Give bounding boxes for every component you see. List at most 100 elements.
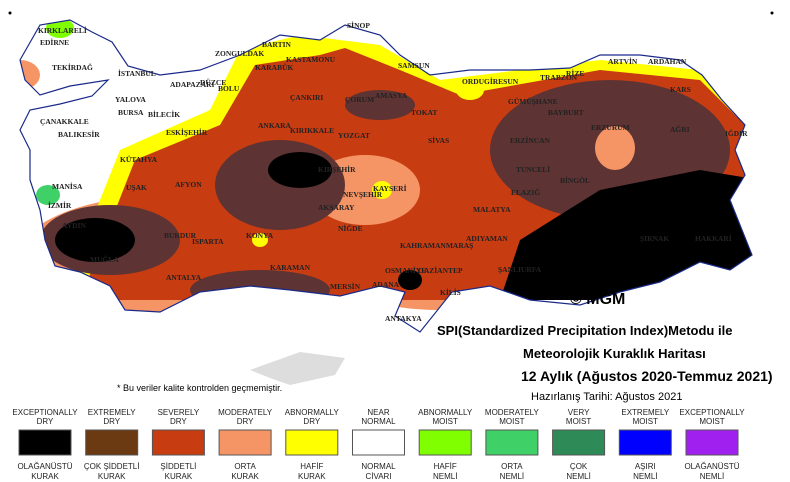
city-label: ZONGULDAK <box>215 49 264 58</box>
city-label: İZMİR <box>48 200 72 210</box>
legend-label: EXCEPTIONALLY <box>679 408 745 417</box>
city-label: ESKİŞEHİR <box>166 127 208 137</box>
city-label: ÇORUM <box>345 95 374 104</box>
city-label: KASTAMONU <box>286 55 336 64</box>
legend-label: NEMLİ <box>433 472 457 481</box>
city-label: GÜMÜŞHANE <box>508 97 558 106</box>
city-label: KIRIKKALE <box>290 126 334 135</box>
legend-label: KURAK <box>231 472 259 481</box>
legend-label: NORMAL <box>361 462 396 471</box>
legend-label: EXCEPTIONALLY <box>12 408 78 417</box>
city-label: KONYA <box>246 231 274 240</box>
city-labels: KIRKLARELİ EDİRNE TEKİRDAĞ İSTANBUL ÇANAKKAL… <box>38 20 748 323</box>
city-label: ŞANLIURFA <box>498 265 542 274</box>
legend-label: NEMLİ <box>500 472 524 481</box>
title-line: Meteorolojik Kuraklık Haritası <box>523 346 706 361</box>
legend-label: MOIST <box>633 417 658 426</box>
city-label: ANTALYA <box>166 273 202 282</box>
city-label: GİRESUN <box>484 76 519 86</box>
legend-label: ORTA <box>501 462 523 471</box>
drought-map <box>20 20 752 315</box>
legend-label: MOIST <box>499 417 524 426</box>
legend-label: NEMLİ <box>633 472 657 481</box>
legend-label: AŞIRI <box>635 462 656 471</box>
city-label: BİLECİK <box>148 109 180 119</box>
legend-label: ABNORMALLY <box>285 408 340 417</box>
city-label: KÜTAHYA <box>120 155 158 164</box>
legend-label: DRY <box>303 417 320 426</box>
legend-label: HAFİF <box>300 462 323 471</box>
legend-label: SEVERELY <box>158 408 200 417</box>
date: Hazırlanış Tarihi: Ağustos 2021 <box>531 391 682 403</box>
city-label: İSTANBUL <box>118 68 156 78</box>
legend-swatch <box>618 429 672 456</box>
city-label: ADIYAMAN <box>466 234 508 243</box>
city-label: IĞDIR <box>725 128 748 138</box>
legend-label: HAFİF <box>434 462 457 471</box>
copyright: © MGM <box>570 291 625 308</box>
legend-label: DRY <box>103 417 120 426</box>
city-label: ERZURUM <box>591 123 630 132</box>
legend-label: MOIST <box>433 417 458 426</box>
legend-label: NEMLİ <box>566 472 590 481</box>
legend-label: ÇOK ŞİDDETLİ <box>84 462 140 471</box>
legend-label: ŞİDDETLİ <box>160 462 196 471</box>
city-label: KAYSERİ <box>373 183 407 193</box>
legend-label: ÇOK <box>570 462 588 471</box>
city-label: OSMANİYE <box>385 265 426 275</box>
city-label: MALATYA <box>473 205 511 214</box>
city-label: ARDAHAN <box>648 57 687 66</box>
legend-swatch <box>418 429 472 456</box>
legend-label: OLAĞANÜSTÜ <box>17 462 72 471</box>
city-label: SİVAS <box>428 135 449 145</box>
city-label: TUNCELİ <box>516 164 550 174</box>
city-label: AFYON <box>175 180 202 189</box>
legend-label: KURAK <box>298 472 326 481</box>
legend-swatch <box>352 429 405 456</box>
city-label: ANTAKYA <box>385 314 422 323</box>
city-label: KIRKLARELİ <box>38 25 87 35</box>
city-label: MUĞLA <box>90 254 119 264</box>
city-label: TEKİRDAĞ <box>52 62 93 72</box>
legend-label: DRY <box>170 417 187 426</box>
legend-label: CİVARI <box>365 472 391 481</box>
legend-swatch <box>85 429 139 456</box>
city-label: BARTIN <box>262 40 291 49</box>
city-label: AYDIN <box>62 221 86 230</box>
city-label: RİZE <box>566 68 584 78</box>
legend-label: MODERATELY <box>485 408 540 417</box>
city-label: TOKAT <box>411 108 437 117</box>
city-label: BİNGÖL <box>560 175 590 185</box>
legend-swatch <box>685 429 739 456</box>
city-label: KIRŞEHİR <box>318 164 356 174</box>
city-label: YOZGAT <box>338 131 370 140</box>
title-line: SPI(Standardized Precipitation Index)Met… <box>437 323 732 338</box>
city-label: BURDUR <box>164 231 197 240</box>
legend-swatch <box>151 429 205 456</box>
city-label: AKSARAY <box>318 203 355 212</box>
city-label: TRABZON <box>540 73 578 82</box>
city-label: ADANA <box>372 280 400 289</box>
legend-swatch <box>285 429 339 456</box>
legend-label: NEAR <box>367 408 389 417</box>
legend-label: EXTREMELY <box>88 408 137 417</box>
city-label: UŞAK <box>126 183 147 192</box>
city-label: ÇANAKKALE <box>40 117 89 126</box>
legend-label: DRY <box>37 417 54 426</box>
note: * Bu veriler kalite kontrolden geçmemişt… <box>117 383 282 393</box>
legend-swatch <box>552 429 606 456</box>
city-label: KARABÜK <box>255 63 294 72</box>
legend-label: VERY <box>568 408 590 417</box>
legend-label: OLAĞANÜSTÜ <box>684 462 739 471</box>
legend-swatch <box>218 429 272 456</box>
city-label: SİNOP <box>347 20 370 30</box>
city-label: ŞIRNAK <box>640 234 669 243</box>
city-label: MANİSA <box>52 181 83 191</box>
city-label: NEVŞEHİR <box>343 189 383 199</box>
city-label: EDİRNE <box>40 37 69 47</box>
city-label: NİĞDE <box>338 223 363 233</box>
city-label: DÜZCE <box>200 78 226 87</box>
legend-label: ABNORMALLY <box>418 408 473 417</box>
title-line: 12 Aylık (Ağustos 2020-Temmuz 2021) <box>521 368 773 384</box>
